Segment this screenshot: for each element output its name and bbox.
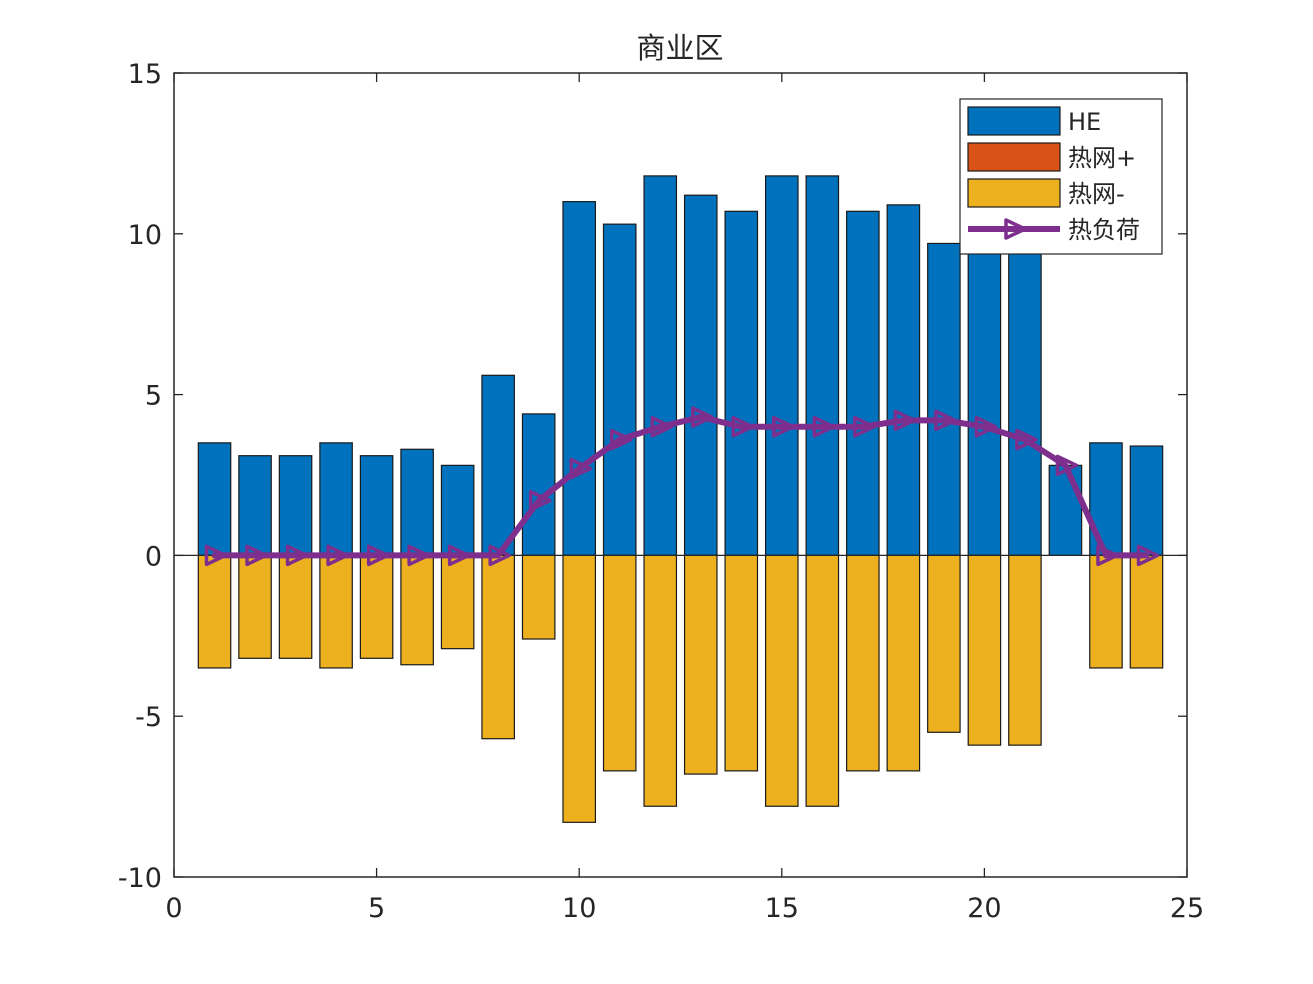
bar-series-0-x21 xyxy=(1008,242,1042,556)
heat-load-marker-x11 xyxy=(609,428,633,451)
bar-series-0-x14 xyxy=(724,210,759,556)
heat-load-marker-x19 xyxy=(934,409,957,432)
bar-series-0-x23 xyxy=(1089,442,1123,556)
y-tick-label: 5 xyxy=(145,381,162,412)
y-tick-label: -5 xyxy=(135,702,162,733)
legend-swatch xyxy=(967,178,1061,208)
bar-series-0-x11 xyxy=(602,223,637,556)
x-tick-label: 25 xyxy=(1170,893,1204,924)
heat-load-marker-x22 xyxy=(1055,454,1079,477)
legend: HE 热网+ 热网- 热负荷 xyxy=(959,98,1163,255)
bar-series-2-x14 xyxy=(724,554,759,772)
bar-series-0-x20 xyxy=(967,242,1002,556)
bar-series-0-x12 xyxy=(643,175,678,557)
bar-series-2-x19 xyxy=(927,554,961,733)
bar-series-2-x11 xyxy=(602,554,637,772)
legend-label: 热网+ xyxy=(1068,144,1136,172)
axis-ticks: 0 5 10 15 20 25 -10 -5 0 5 10 15 xyxy=(118,59,1204,924)
legend-label: 热负荷 xyxy=(1068,216,1140,244)
bar-series-2-x7 xyxy=(440,554,475,650)
bar-series-2-x1 xyxy=(197,554,232,669)
legend-label: HE xyxy=(1068,108,1101,136)
bar-series-2-x2 xyxy=(238,554,272,659)
heat-load-marker-x9 xyxy=(528,489,552,512)
bar-series-0-x22 xyxy=(1048,464,1083,556)
bar-series-0-x3 xyxy=(278,455,313,557)
bar-series-2-x8 xyxy=(481,554,515,740)
heat-load-marker-x18 xyxy=(893,409,917,432)
bar-series-2-x23 xyxy=(1089,554,1123,669)
heat-load-marker-x12 xyxy=(650,416,673,438)
bar-series-0-x6 xyxy=(400,448,434,557)
legend-swatch xyxy=(967,142,1061,172)
bar-series-2-x9 xyxy=(521,554,556,640)
bar-series-2-x12 xyxy=(643,554,678,807)
bar-series-2-x13 xyxy=(683,554,718,775)
bars-layer xyxy=(197,175,1164,823)
legend-label: 热网- xyxy=(1068,180,1125,208)
bar-series-0-x10 xyxy=(562,201,597,557)
bar-series-0-x13 xyxy=(683,194,718,556)
bar-series-2-x20 xyxy=(967,554,1002,746)
y-tick-label: -10 xyxy=(118,863,162,894)
heat-load-marker-x20 xyxy=(974,416,998,438)
heat-load-marker-x7 xyxy=(447,544,471,567)
y-tick-label: 10 xyxy=(128,220,162,251)
x-tick-label: 15 xyxy=(765,893,799,924)
bar-series-2-x15 xyxy=(764,554,799,807)
bar-series-2-x4 xyxy=(319,554,353,669)
heat-load-marker-x10 xyxy=(569,457,592,480)
heat-load-marker-x6 xyxy=(407,544,430,567)
heat-load-marker-x13 xyxy=(691,406,714,428)
bar-series-2-x21 xyxy=(1008,554,1042,746)
chart-title: 商业区 xyxy=(636,31,723,65)
bar-series-2-x6 xyxy=(400,554,434,666)
bar-series-0-x7 xyxy=(440,464,475,556)
heat-load-marker-x4 xyxy=(326,544,349,567)
axes-box xyxy=(173,72,1188,878)
bar-series-2-x16 xyxy=(805,554,840,807)
bar-series-0-x16 xyxy=(805,175,840,557)
x-tick-label: 5 xyxy=(368,893,385,924)
heat-load-marker-x8 xyxy=(488,544,511,567)
heat-load-marker-x17 xyxy=(853,416,876,438)
bar-series-0-x9 xyxy=(521,413,556,556)
bar-series-0-x24 xyxy=(1129,445,1164,557)
heat-load-marker-x3 xyxy=(285,544,309,567)
bar-series-0-x4 xyxy=(319,442,353,556)
bar-series-2-x17 xyxy=(846,554,880,772)
bar-series-2-x3 xyxy=(278,554,313,659)
heat-load-marker-x2 xyxy=(245,544,268,567)
heat-load-line-layer xyxy=(204,406,1160,567)
bar-series-0-x2 xyxy=(238,455,272,557)
bar-series-0-x1 xyxy=(197,442,232,556)
heat-load-marker-x21 xyxy=(1015,428,1038,451)
heat-load-marker-x15 xyxy=(772,416,795,438)
heat-load-marker-x24 xyxy=(1136,544,1160,567)
legend-swatch xyxy=(967,106,1061,136)
heat-load-marker-x1 xyxy=(204,544,228,567)
heat-load-marker-x16 xyxy=(812,416,836,438)
heat-load-marker-x14 xyxy=(731,416,755,438)
bar-series-0-x17 xyxy=(846,210,880,556)
x-tick-label: 20 xyxy=(967,893,1001,924)
bar-series-2-x24 xyxy=(1129,554,1164,669)
bar-series-0-x5 xyxy=(359,455,394,557)
x-tick-label: 10 xyxy=(562,893,596,924)
y-tick-label: 15 xyxy=(128,59,162,90)
bar-series-2-x18 xyxy=(886,554,921,772)
bar-series-0-x15 xyxy=(764,175,799,557)
heat-load-marker-x23 xyxy=(1096,544,1119,567)
bar-series-0-x19 xyxy=(927,242,961,556)
heat-load-marker-x5 xyxy=(366,544,390,567)
legend-marker xyxy=(1004,218,1027,240)
x-tick-label: 0 xyxy=(165,893,182,924)
bar-series-0-x8 xyxy=(481,374,515,556)
bar-series-0-x18 xyxy=(886,204,921,557)
bar-series-2-x10 xyxy=(562,554,597,823)
y-tick-label: 0 xyxy=(145,541,162,572)
bar-series-2-x5 xyxy=(359,554,394,659)
